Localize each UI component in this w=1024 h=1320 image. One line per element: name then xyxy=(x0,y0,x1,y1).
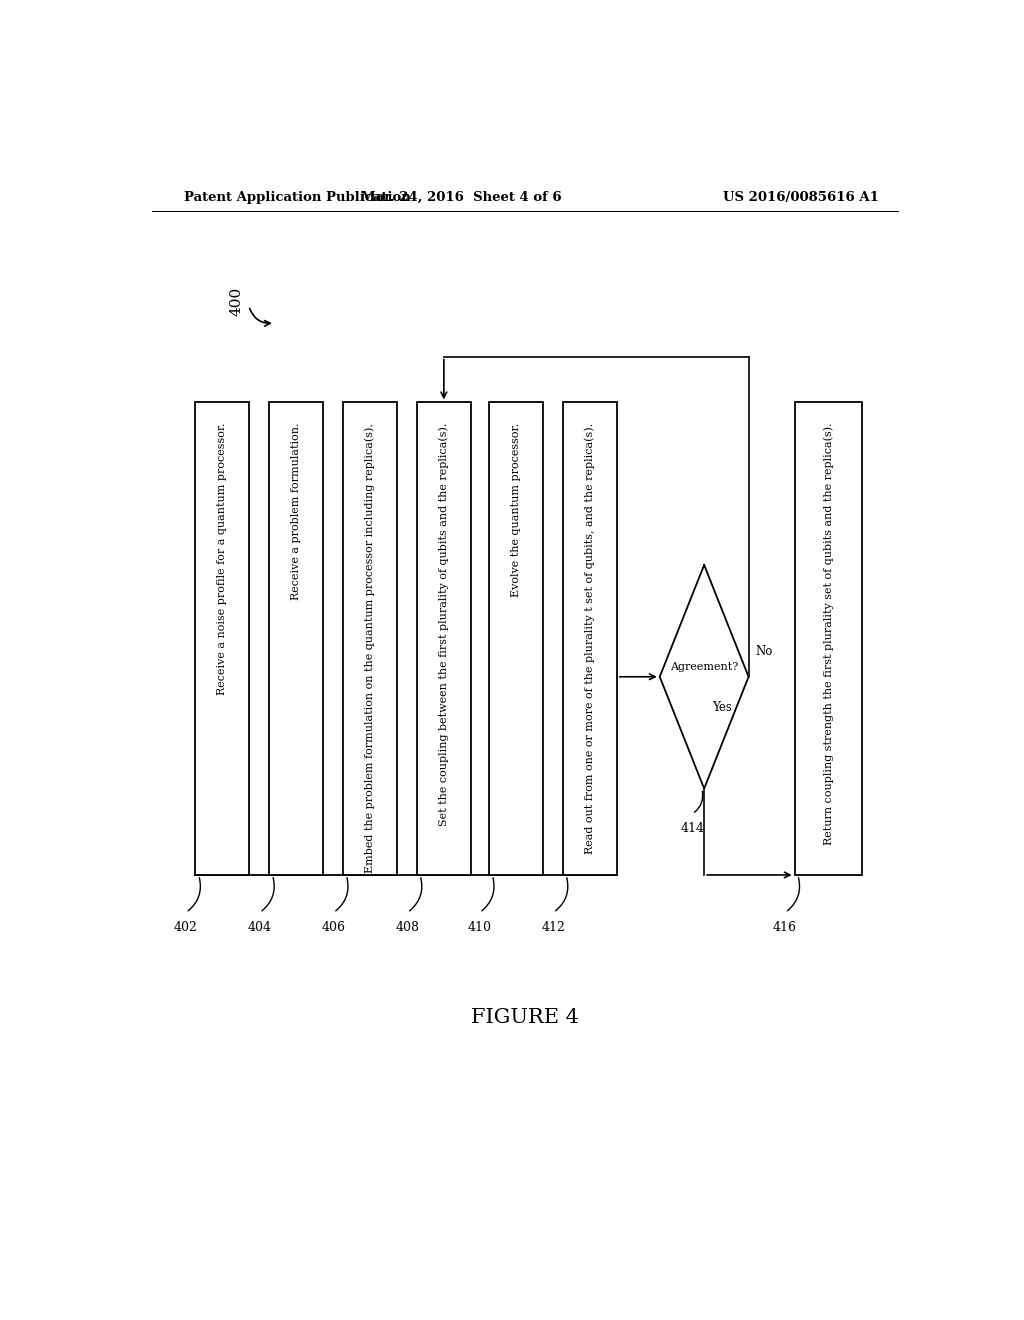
Text: Patent Application Publication: Patent Application Publication xyxy=(183,190,411,203)
Text: 402: 402 xyxy=(174,921,198,933)
Text: Return coupling strength the first plurality set of qubits and the replica(s).: Return coupling strength the first plura… xyxy=(823,422,834,845)
Text: 404: 404 xyxy=(248,921,271,933)
Bar xyxy=(196,403,250,875)
Bar xyxy=(343,403,397,875)
Polygon shape xyxy=(659,565,749,788)
Text: Read out from one or more of the plurality t set of qubits, and the replica(s).: Read out from one or more of the plurali… xyxy=(585,422,595,854)
Text: Agreement?: Agreement? xyxy=(670,661,738,672)
Text: No: No xyxy=(755,645,772,657)
Text: 406: 406 xyxy=(322,921,345,933)
Text: Receive a noise profile for a quantum processor.: Receive a noise profile for a quantum pr… xyxy=(217,422,227,696)
Bar xyxy=(489,403,543,875)
Text: FIGURE 4: FIGURE 4 xyxy=(471,1007,579,1027)
Text: 416: 416 xyxy=(773,921,797,933)
Text: Mar. 24, 2016  Sheet 4 of 6: Mar. 24, 2016 Sheet 4 of 6 xyxy=(361,190,561,203)
Bar xyxy=(269,403,324,875)
Text: Set the coupling between the first plurality of qubits and the replica(s).: Set the coupling between the first plura… xyxy=(438,422,450,826)
Text: 410: 410 xyxy=(468,921,492,933)
Text: 408: 408 xyxy=(395,921,420,933)
Text: 412: 412 xyxy=(542,921,565,933)
Text: Evolve the quantum processor.: Evolve the quantum processor. xyxy=(511,422,521,597)
Bar xyxy=(563,403,616,875)
Text: Embed the problem formulation on the quantum processor including replica(s).: Embed the problem formulation on the qua… xyxy=(365,422,376,873)
Text: US 2016/0085616 A1: US 2016/0085616 A1 xyxy=(723,190,879,203)
Bar xyxy=(795,403,862,875)
Text: Receive a problem formulation.: Receive a problem formulation. xyxy=(291,422,301,601)
Text: Yes: Yes xyxy=(712,701,732,714)
Bar xyxy=(417,403,471,875)
Text: 414: 414 xyxy=(680,822,705,836)
Text: 400: 400 xyxy=(229,286,244,315)
